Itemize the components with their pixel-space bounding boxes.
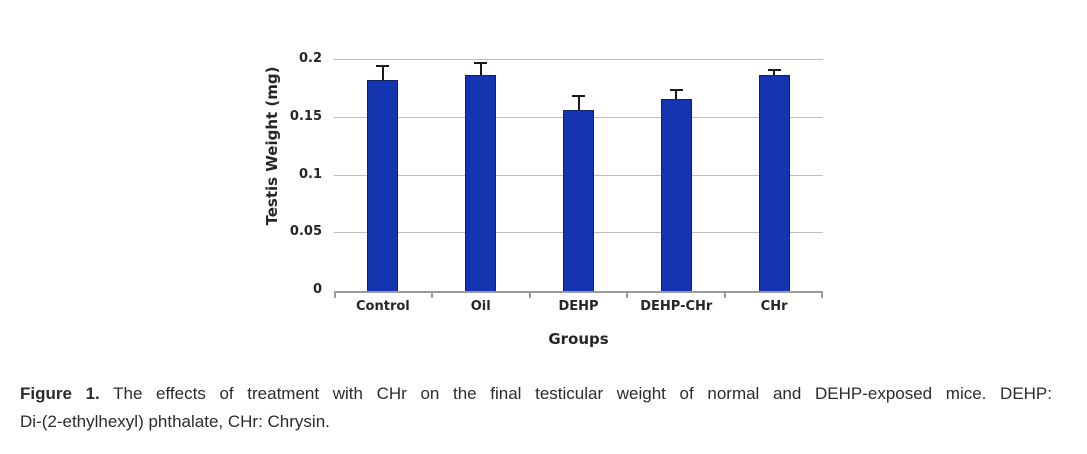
y-tick-label: 0.2: [298, 51, 322, 66]
x-axis-line: [334, 291, 823, 293]
bar-dehp: [563, 109, 594, 291]
x-axis-tick: [821, 291, 823, 298]
plot-area: [334, 59, 823, 291]
x-category-label-dehp: DEHP: [558, 299, 599, 314]
error-bar-cap-dehp: [572, 94, 585, 97]
x-axis-tick: [528, 291, 531, 298]
bar-chart-figure: Testis Weight (mg) Groups 0 0.05 0.1 0.15 0.…: [263, 51, 823, 348]
error-bar-cap-control: [376, 64, 390, 67]
caption-line-2: Di-(2-ethylhexyl) phthalate, CHr: Chrysi…: [20, 412, 330, 431]
error-bar-cap-chr: [767, 69, 781, 72]
x-axis-tick: [430, 291, 433, 298]
x-category-label-chr: CHr: [760, 299, 788, 314]
caption-line1-text: The effects of treatment with CHr on the…: [113, 384, 1052, 403]
x-axis-tick: [724, 291, 727, 298]
y-tick-label: 0.05: [289, 224, 322, 240]
x-category-label-control: Control: [356, 299, 410, 314]
y-tick-label: 0: [312, 282, 322, 297]
x-category-label-dehp-chr: DEHP-CHr: [640, 299, 713, 314]
error-bar-line-chr: [773, 69, 776, 75]
y-tick-label: 0.15: [289, 108, 322, 124]
x-axis-title: Groups: [548, 330, 609, 348]
error-bar-line-oil: [479, 62, 482, 75]
error-bar-line-control: [381, 64, 384, 80]
x-category-label-oil: Oil: [470, 299, 491, 314]
figure-caption: Figure 1. The effects of treatment with …: [20, 380, 1052, 436]
gridline: [334, 59, 823, 60]
bar-chr: [758, 75, 790, 291]
y-axis-title: Testis Weight (mg): [263, 66, 281, 226]
bar-oil: [465, 75, 497, 291]
error-bar-line-dehp: [577, 94, 580, 110]
error-bar-line-dehp-chr: [675, 88, 678, 100]
y-tick-label: 0.1: [298, 166, 322, 182]
caption-line-1: Figure 1. The effects of treatment with …: [20, 380, 1052, 408]
figure-number-label: Figure 1.: [20, 384, 100, 403]
bar-dehp-chr: [660, 99, 692, 291]
bar-control: [367, 79, 399, 291]
error-bar-cap-oil: [474, 62, 488, 65]
error-bar-cap-dehp-chr: [669, 88, 683, 91]
x-axis-tick: [626, 291, 629, 298]
x-axis-tick: [334, 291, 336, 298]
